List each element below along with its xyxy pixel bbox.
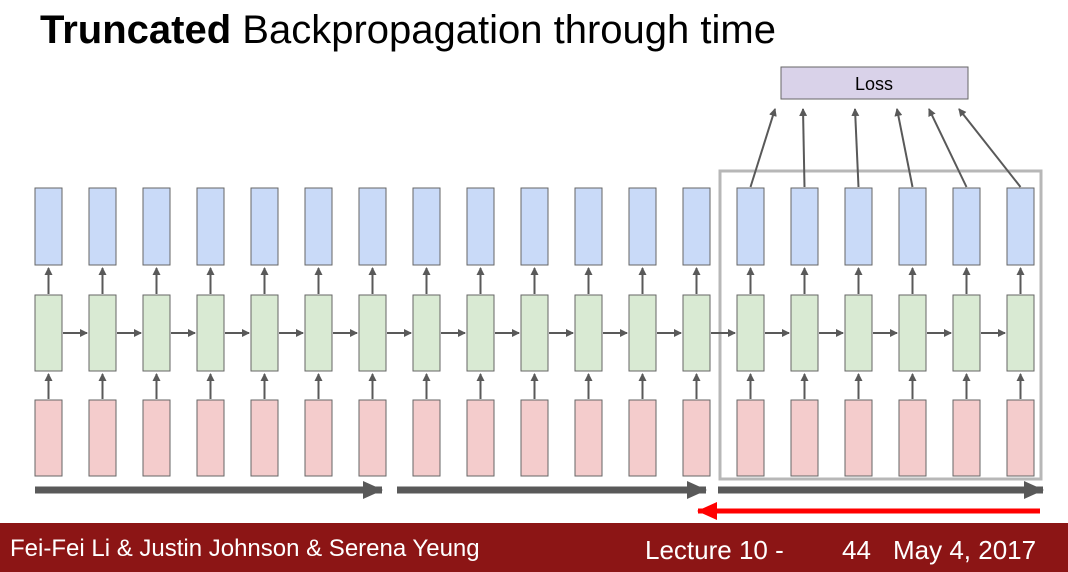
output-cell <box>142 187 171 266</box>
output-cell <box>574 187 603 266</box>
hidden-cell <box>250 294 279 372</box>
output-cell <box>682 187 711 266</box>
output-cell <box>790 187 819 266</box>
input-cell <box>574 399 603 477</box>
output-cell <box>844 187 873 266</box>
output-cell <box>196 187 225 266</box>
output-cell <box>88 187 117 266</box>
input-cell <box>736 399 765 477</box>
hidden-cell <box>520 294 549 372</box>
hidden-cell <box>682 294 711 372</box>
hidden-cell <box>628 294 657 372</box>
input-cell <box>790 399 819 477</box>
output-cell <box>304 187 333 266</box>
output-cell <box>34 187 63 266</box>
input-cell <box>898 399 927 477</box>
input-cell <box>412 399 441 477</box>
hidden-cell <box>466 294 495 372</box>
hidden-cell <box>88 294 117 372</box>
output-to-loss-arrow <box>799 108 808 188</box>
hidden-cell <box>1006 294 1035 372</box>
input-cell <box>952 399 981 477</box>
hidden-cell <box>304 294 333 372</box>
input-cell <box>844 399 873 477</box>
output-cell <box>736 187 765 266</box>
output-cell <box>520 187 549 266</box>
output-cell <box>412 187 441 266</box>
input-cell <box>196 399 225 477</box>
input-cell <box>34 399 63 477</box>
title-rest: Backpropagation through time <box>231 8 776 52</box>
hidden-cell <box>358 294 387 372</box>
rnn-diagram: Loss <box>34 66 1044 520</box>
hidden-cell <box>412 294 441 372</box>
hidden-cell <box>34 294 63 372</box>
hidden-cell <box>574 294 603 372</box>
input-cell <box>142 399 171 477</box>
output-to-loss-arrow <box>749 108 777 188</box>
input-cell <box>88 399 117 477</box>
input-cell <box>1006 399 1035 477</box>
hidden-cell <box>736 294 765 372</box>
input-cell <box>628 399 657 477</box>
hidden-cell <box>790 294 819 372</box>
output-cell <box>250 187 279 266</box>
footer-authors: Fei-Fei Li & Justin Johnson & Serena Yeu… <box>10 535 480 562</box>
input-cell <box>682 399 711 477</box>
hidden-cell <box>844 294 873 372</box>
output-cell <box>358 187 387 266</box>
output-cell <box>466 187 495 266</box>
input-cell <box>466 399 495 477</box>
truncation-window <box>718 169 1043 481</box>
slide-title: Truncated Backpropagation through time <box>40 8 776 53</box>
input-cell <box>520 399 549 477</box>
footer-lecture: Lecture 10 - <box>645 535 784 565</box>
input-cell <box>250 399 279 477</box>
hidden-cell <box>196 294 225 372</box>
footer-page-number: 44 <box>842 535 871 565</box>
output-to-loss-arrow <box>851 108 860 188</box>
output-cell <box>1006 187 1035 266</box>
loss-box <box>780 66 969 100</box>
hidden-cell <box>142 294 171 372</box>
input-cell <box>304 399 333 477</box>
footer-date: May 4, 2017 <box>893 535 1037 565</box>
output-cell <box>952 187 981 266</box>
output-to-loss-arrow <box>958 108 1022 188</box>
footer-bar: Fei-Fei Li & Justin Johnson & Serena Yeu… <box>0 523 1068 572</box>
output-to-loss-arrow <box>928 108 968 188</box>
loss-label: Loss <box>855 74 893 94</box>
output-cell <box>628 187 657 266</box>
input-cell <box>358 399 387 477</box>
hidden-cell <box>898 294 927 372</box>
output-to-loss-arrow <box>894 108 914 188</box>
output-cell <box>898 187 927 266</box>
hidden-cell <box>952 294 981 372</box>
title-emphasis: Truncated <box>40 8 232 52</box>
